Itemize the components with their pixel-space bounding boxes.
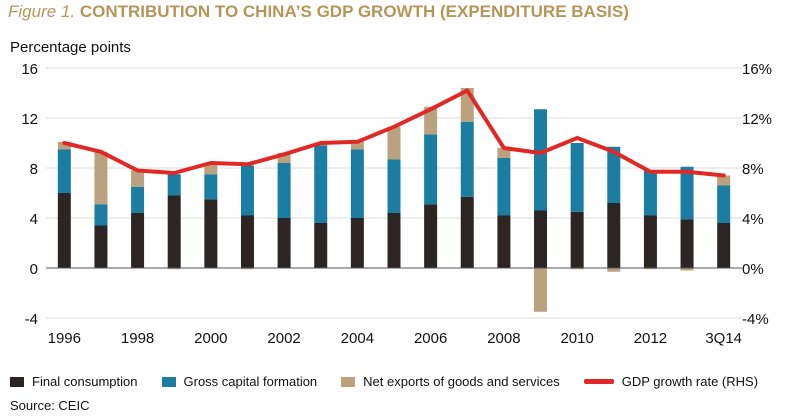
y2-tick-label: 4% [742, 211, 764, 228]
x-tick-label: 2010 [560, 330, 593, 347]
bar-net-exports [680, 268, 694, 271]
legend-label-final-consumption: Final consumption [32, 374, 138, 389]
bar-net-exports [167, 268, 181, 270]
chart-title: Figure 1. CONTRIBUTION TO CHINA’S GDP GR… [8, 2, 629, 22]
bar-final-consumption [131, 213, 145, 268]
x-tick-label: 1996 [48, 330, 81, 347]
bar-net-exports [607, 268, 621, 272]
bar-gross-capital-formation [57, 149, 71, 193]
bar-final-consumption [497, 215, 511, 268]
bar-net-exports [387, 126, 401, 160]
bar-final-consumption [94, 225, 108, 268]
bar-net-exports [643, 268, 657, 270]
legend: Final consumption Gross capital formatio… [10, 374, 782, 389]
legend-label-net-exports: Net exports of goods and services [363, 374, 560, 389]
bar-net-exports [57, 141, 71, 150]
bar-gross-capital-formation [534, 109, 548, 211]
chart-title-text: CONTRIBUTION TO CHINA’S GDP GROWTH (EXPE… [79, 2, 629, 21]
bar-net-exports [94, 151, 108, 205]
bar-net-exports [131, 170, 145, 187]
bar-gross-capital-formation [643, 170, 657, 216]
bar-gross-capital-formation [277, 163, 291, 218]
bar-gross-capital-formation [680, 166, 694, 220]
bar-gross-capital-formation [167, 174, 181, 196]
bar-final-consumption [57, 193, 71, 268]
y2-tick-label: 16% [742, 61, 772, 78]
x-tick-label: 2008 [487, 330, 520, 347]
bar-gross-capital-formation [131, 186, 145, 213]
bar-gross-capital-formation [94, 204, 108, 226]
bar-final-consumption [534, 210, 548, 268]
bar-gross-capital-formation [424, 134, 438, 205]
bar-net-exports [497, 148, 511, 158]
bar-final-consumption [167, 195, 181, 268]
y-tick-label: -4 [25, 311, 38, 328]
bar-net-exports [717, 175, 731, 186]
y-tick-label: 8 [30, 161, 38, 178]
bar-final-consumption [424, 204, 438, 268]
bar-net-exports [204, 164, 218, 175]
bar-final-consumption [643, 215, 657, 268]
x-tick-label: 2006 [414, 330, 447, 347]
bar-final-consumption [204, 199, 218, 268]
bar-final-consumption [680, 219, 694, 268]
y-tick-label: 0 [30, 261, 38, 278]
bar-gross-capital-formation [460, 121, 474, 197]
bar-final-consumption [314, 223, 328, 268]
bar-final-consumption [570, 211, 584, 268]
bar-final-consumption [350, 218, 364, 268]
bar-final-consumption [607, 203, 621, 268]
figure-label: Figure 1. [8, 2, 76, 21]
x-tick-label: 2000 [194, 330, 227, 347]
y-tick-label: 4 [30, 211, 38, 228]
gdp-growth-line [62, 88, 726, 178]
x-tick-label: 2004 [341, 330, 374, 347]
bar-final-consumption [240, 215, 254, 268]
legend-swatch-final-consumption [10, 376, 24, 387]
legend-item-net-exports: Net exports of goods and services [341, 374, 560, 389]
bar-gross-capital-formation [497, 158, 511, 216]
bar-gross-capital-formation [387, 159, 401, 213]
bar-net-exports [424, 106, 438, 135]
bar-gross-capital-formation [314, 145, 328, 223]
bar-net-exports [534, 268, 548, 312]
y2-tick-label: 8% [742, 161, 764, 178]
legend-swatch-net-exports [341, 376, 356, 387]
bar-gross-capital-formation [204, 174, 218, 200]
legend-item-gdp-growth: GDP growth rate (RHS) [583, 374, 759, 389]
bar-final-consumption [717, 223, 731, 268]
y-tick-label: 12 [21, 111, 38, 128]
bar-gross-capital-formation [240, 165, 254, 216]
chart-area: -4 -4% 0 0% 4 4% 8 8% 12 12% 16 16% Percentage point… [10, 39, 772, 347]
bar-gross-capital-formation [570, 143, 584, 212]
source-note: Source: CEIC [10, 398, 90, 413]
y2-tick-label: 12% [742, 111, 772, 128]
legend-label-gross-capital-formation: Gross capital formation [183, 374, 318, 389]
y-axis-label: Percentage points [10, 39, 131, 56]
x-tick-label: 1998 [121, 330, 154, 347]
y2-tick-label: -4% [742, 311, 769, 328]
legend-label-gdp-growth: GDP growth rate (RHS) [621, 374, 759, 389]
legend-swatch-gross-capital-formation [161, 376, 176, 387]
bar-final-consumption [387, 213, 401, 268]
bar-final-consumption [277, 218, 291, 268]
bar-gross-capital-formation [607, 146, 621, 203]
x-tick-label: 2012 [634, 330, 667, 347]
bar-gross-capital-formation [717, 185, 731, 223]
x-tick-label: 2002 [267, 330, 300, 347]
bar-net-exports [277, 153, 291, 163]
legend-item-gross-capital-formation: Gross capital formation [161, 374, 318, 389]
legend-swatch-gdp-growth [583, 379, 614, 384]
legend-item-final-consumption: Final consumption [10, 374, 138, 389]
bar-net-exports [350, 141, 364, 150]
x-tick-label: 3Q14 [705, 330, 742, 347]
bar-net-exports [570, 268, 584, 270]
bar-final-consumption [460, 196, 474, 268]
bar-gross-capital-formation [350, 149, 364, 218]
y-tick-label: 16 [21, 61, 38, 78]
y2-tick-label: 0% [742, 261, 764, 278]
bar-net-exports [240, 268, 254, 270]
